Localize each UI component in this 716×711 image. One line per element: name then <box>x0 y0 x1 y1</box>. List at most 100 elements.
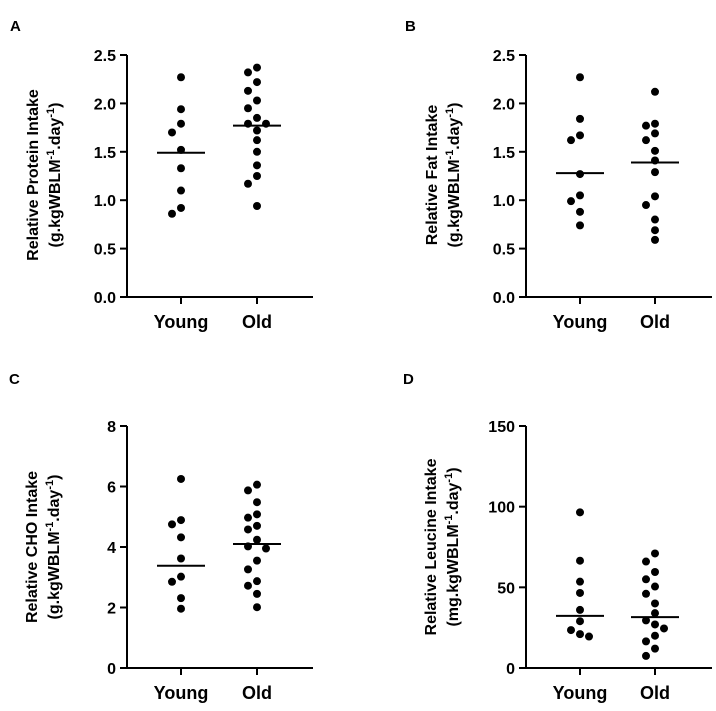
data-point-old <box>651 235 659 244</box>
y-axis-units-part: (mg.kgWBLM <box>445 524 462 626</box>
y-tick-label: 0.0 <box>493 290 515 307</box>
data-point-young <box>177 474 185 483</box>
data-point-old <box>244 513 252 522</box>
data-point-old <box>253 556 261 565</box>
data-point-young <box>576 630 584 639</box>
y-tick-label: 0.0 <box>94 290 116 307</box>
y-tick-label: 1.5 <box>94 145 116 162</box>
y-axis-units-superscript: -1 <box>444 150 456 160</box>
data-point-young <box>576 605 584 614</box>
y-tick-label: 1.0 <box>493 193 515 210</box>
data-point-young <box>576 131 584 140</box>
data-point-old <box>244 581 252 590</box>
y-axis-units-part: .day <box>446 118 463 150</box>
panel-b: B 0.0 0.5 1.0 1.5 2.0 2.5 Young Old Relative Fat … <box>405 18 712 332</box>
y-tick-label: 1.5 <box>493 145 515 162</box>
data-point-young <box>567 197 575 206</box>
data-point-old <box>253 96 261 105</box>
panel-letter: A <box>10 18 21 35</box>
data-point-old <box>253 202 261 211</box>
data-point-old <box>642 201 650 210</box>
data-point-young <box>177 186 185 195</box>
data-point-young <box>177 73 185 82</box>
data-point-old <box>253 63 261 72</box>
data-point-old <box>253 589 261 598</box>
data-point-old <box>253 603 261 612</box>
data-point-old <box>244 486 252 495</box>
y-tick-label: 100 <box>488 500 515 517</box>
y-tick-label: 2 <box>107 601 116 618</box>
data-point-old <box>253 78 261 87</box>
y-tick-label: 0.5 <box>493 242 515 259</box>
data-point-old <box>642 589 650 598</box>
y-axis-units: (g.kgWBLM-1.day-1) <box>45 103 64 248</box>
data-point-young <box>177 572 185 581</box>
data-point-old <box>651 129 659 138</box>
y-axis-title: Relative Protein Intake <box>25 89 42 261</box>
data-point-young <box>177 594 185 603</box>
x-category-label: Young <box>553 312 608 332</box>
data-point-young <box>576 577 584 586</box>
panel-letter: C <box>9 371 20 388</box>
data-point-old <box>253 577 261 586</box>
data-point-old <box>660 624 668 633</box>
data-point-old <box>253 521 261 530</box>
data-point-young <box>168 577 176 586</box>
y-tick-label: 0 <box>506 661 515 678</box>
data-point-young <box>576 508 584 517</box>
data-point-old <box>244 68 252 77</box>
x-category-label: Old <box>640 312 670 332</box>
y-axis-units-superscript: -1 <box>443 515 455 525</box>
data-point-young <box>576 617 584 626</box>
y-axis-units-superscript: -1 <box>44 480 56 490</box>
y-axis-units-part: ) <box>445 467 462 472</box>
y-axis-units-part: .day <box>47 118 64 150</box>
data-point-young <box>576 207 584 216</box>
data-point-young <box>168 520 176 529</box>
y-axis-units: (g.kgWBLM-1.day-1) <box>444 103 463 248</box>
data-point-young <box>177 554 185 563</box>
y-tick-label: 4 <box>107 540 116 557</box>
data-point-young <box>168 209 176 218</box>
y-axis-units-superscript: -1 <box>444 108 456 118</box>
data-point-old <box>651 119 659 128</box>
data-point-old <box>253 535 261 544</box>
data-point-old <box>651 599 659 608</box>
y-tick-label: 1.0 <box>94 193 116 210</box>
data-point-old <box>244 104 252 113</box>
panel-d: D 0 50 100 150 Young Old Relative Leucine Intak… <box>403 371 712 703</box>
data-point-old <box>253 510 261 519</box>
data-point-young <box>177 164 185 173</box>
y-axis-units-superscript: -1 <box>443 473 455 483</box>
y-axis-units-part: .day <box>445 482 462 514</box>
data-point-old <box>253 113 261 122</box>
data-point-old <box>642 136 650 145</box>
data-point-old <box>244 179 252 188</box>
data-point-young <box>576 556 584 565</box>
y-axis-units-superscript: -1 <box>45 150 57 160</box>
y-axis-units-superscript: -1 <box>44 522 56 532</box>
data-point-old <box>253 498 261 507</box>
data-point-young <box>576 73 584 82</box>
data-point-old <box>253 147 261 156</box>
y-axis-units-part: (g.kgWBLM <box>46 531 63 619</box>
data-point-old <box>642 637 650 646</box>
data-point-old <box>262 544 270 553</box>
data-point-young <box>177 604 185 613</box>
data-point-old <box>642 616 650 625</box>
x-category-label: Young <box>154 312 209 332</box>
x-category-label: Old <box>242 683 272 703</box>
data-point-old <box>253 161 261 170</box>
data-point-old <box>651 192 659 201</box>
data-point-old <box>651 226 659 235</box>
y-tick-label: 2.0 <box>94 96 116 113</box>
data-point-young <box>177 119 185 128</box>
panel-a: A 0.0 0.5 1.0 1.5 2.0 2.5 Young Old Relative Prot… <box>10 18 313 332</box>
data-point-young <box>567 136 575 145</box>
data-point-young <box>567 626 575 635</box>
y-axis-units-part: .day <box>46 490 63 522</box>
data-point-old <box>651 620 659 629</box>
data-point-old <box>253 136 261 145</box>
y-tick-label: 50 <box>497 580 515 597</box>
